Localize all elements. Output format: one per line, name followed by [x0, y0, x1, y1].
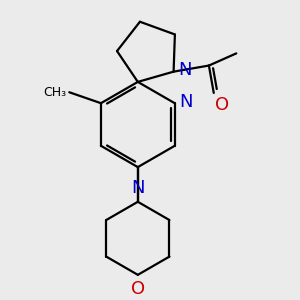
Text: N: N: [131, 179, 145, 197]
Text: O: O: [215, 96, 229, 114]
Text: N: N: [179, 93, 193, 111]
Text: N: N: [178, 61, 191, 80]
Text: O: O: [131, 280, 145, 298]
Text: CH₃: CH₃: [43, 86, 66, 99]
